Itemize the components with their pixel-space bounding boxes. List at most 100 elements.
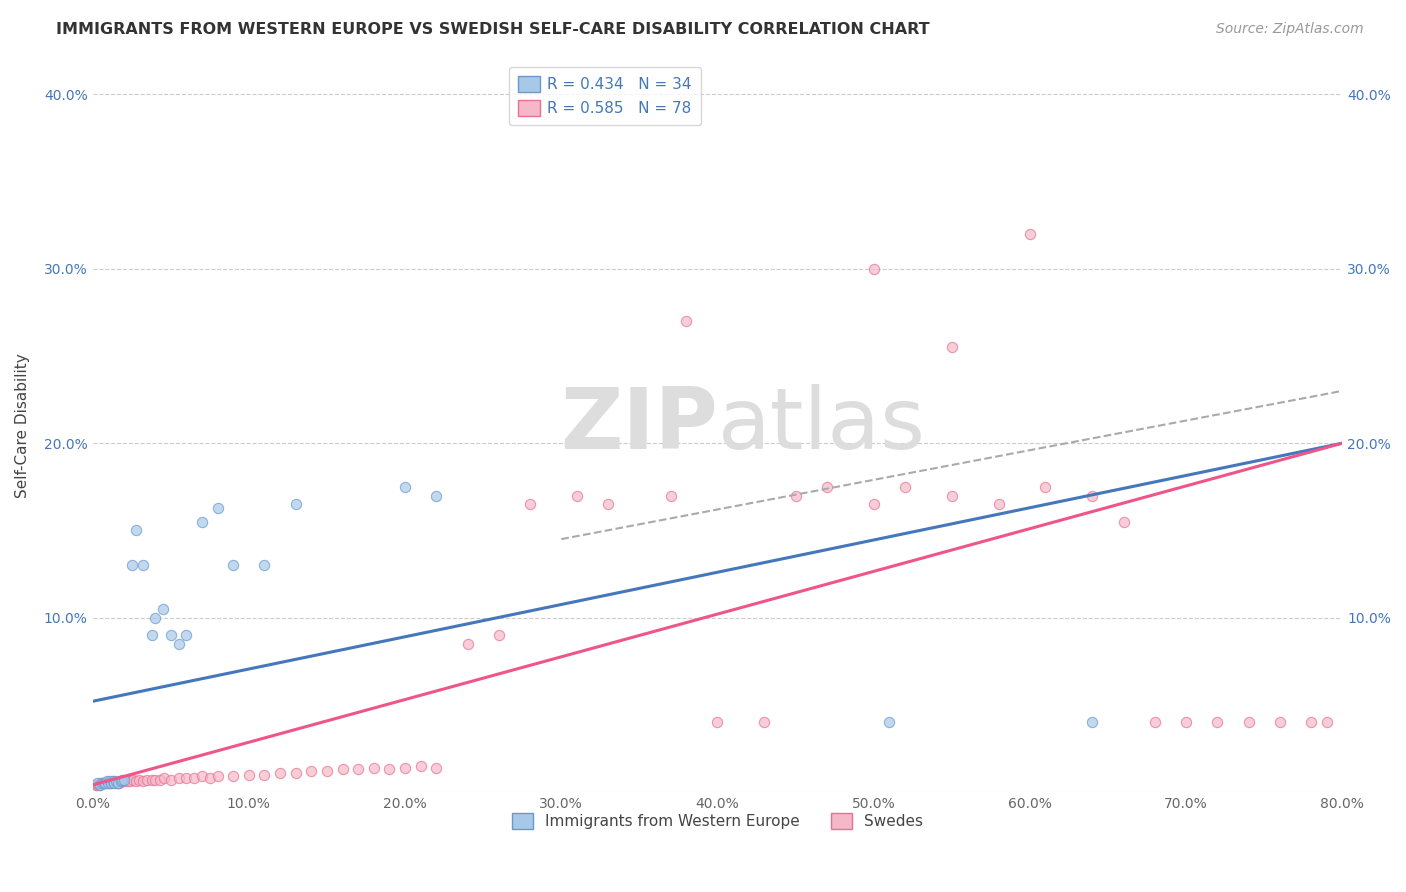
Point	[149, 772, 172, 787]
Point	[862, 497, 884, 511]
Point	[316, 764, 339, 778]
Point	[97, 776, 120, 790]
Point	[96, 774, 118, 789]
Point	[105, 776, 128, 790]
Point	[222, 769, 245, 783]
Point	[675, 314, 697, 328]
Point	[207, 500, 229, 515]
Point	[91, 776, 114, 790]
Point	[167, 771, 190, 785]
Point	[122, 772, 145, 787]
Point	[107, 776, 129, 790]
Point	[143, 772, 166, 787]
Point	[120, 774, 142, 789]
Point	[159, 772, 181, 787]
Point	[89, 776, 111, 790]
Point	[284, 497, 307, 511]
Point	[111, 774, 134, 789]
Point	[108, 776, 131, 790]
Point	[1081, 489, 1104, 503]
Point	[141, 772, 163, 787]
Point	[91, 776, 114, 790]
Point	[131, 774, 153, 789]
Point	[253, 558, 276, 573]
Point	[141, 628, 163, 642]
Point	[84, 778, 107, 792]
Point	[111, 772, 134, 787]
Point	[659, 489, 682, 503]
Point	[107, 776, 129, 790]
Point	[191, 769, 214, 783]
Point	[1206, 715, 1229, 730]
Point	[191, 515, 214, 529]
Point	[394, 760, 416, 774]
Point	[425, 489, 447, 503]
Point	[253, 767, 276, 781]
Point	[125, 524, 148, 538]
Point	[100, 776, 122, 790]
Text: atlas: atlas	[717, 384, 925, 467]
Point	[238, 767, 260, 781]
Point	[96, 776, 118, 790]
Point	[1081, 715, 1104, 730]
Point	[347, 762, 370, 776]
Point	[284, 765, 307, 780]
Point	[100, 776, 122, 790]
Point	[1299, 715, 1322, 730]
Point	[222, 558, 245, 573]
Point	[1268, 715, 1291, 730]
Point	[941, 340, 963, 354]
Point	[98, 774, 121, 789]
Point	[425, 760, 447, 774]
Point	[112, 772, 135, 787]
Point	[143, 610, 166, 624]
Point	[103, 776, 125, 790]
Point	[1035, 480, 1057, 494]
Point	[167, 637, 190, 651]
Point	[815, 480, 838, 494]
Point	[1112, 515, 1135, 529]
Point	[152, 602, 174, 616]
Point	[101, 774, 124, 789]
Point	[269, 765, 291, 780]
Point	[153, 771, 176, 785]
Point	[93, 776, 115, 790]
Point	[183, 771, 205, 785]
Point	[1018, 227, 1040, 241]
Point	[1175, 715, 1198, 730]
Point	[706, 715, 728, 730]
Point	[112, 774, 135, 789]
Point	[176, 771, 198, 785]
Point	[207, 769, 229, 783]
Point	[105, 774, 128, 789]
Point	[1237, 715, 1260, 730]
Text: Source: ZipAtlas.com: Source: ZipAtlas.com	[1216, 22, 1364, 37]
Text: IMMIGRANTS FROM WESTERN EUROPE VS SWEDISH SELF-CARE DISABILITY CORRELATION CHART: IMMIGRANTS FROM WESTERN EUROPE VS SWEDIS…	[56, 22, 929, 37]
Point	[519, 497, 541, 511]
Point	[1143, 715, 1166, 730]
Point	[785, 489, 807, 503]
Point	[299, 764, 322, 778]
Point	[128, 772, 150, 787]
Point	[598, 497, 620, 511]
Point	[877, 715, 900, 730]
Point	[198, 771, 221, 785]
Point	[86, 776, 108, 790]
Point	[862, 261, 884, 276]
Point	[121, 558, 143, 573]
Point	[565, 489, 588, 503]
Point	[1316, 715, 1339, 730]
Point	[176, 628, 198, 642]
Point	[110, 774, 132, 789]
Point	[97, 776, 120, 790]
Point	[457, 637, 479, 651]
Point	[131, 558, 153, 573]
Point	[115, 774, 138, 789]
Point	[378, 762, 401, 776]
Point	[332, 762, 354, 776]
Point	[98, 776, 121, 790]
Point	[488, 628, 510, 642]
Y-axis label: Self-Care Disability: Self-Care Disability	[15, 353, 30, 498]
Point	[136, 772, 159, 787]
Point	[159, 628, 181, 642]
